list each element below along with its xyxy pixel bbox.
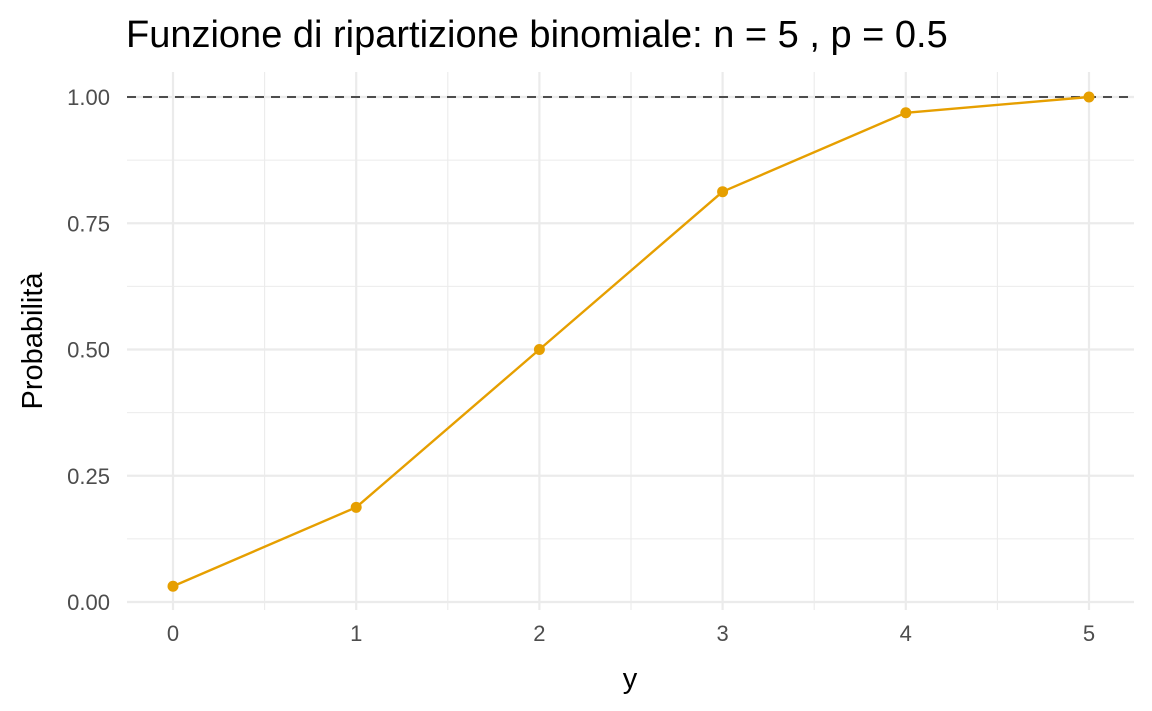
cdf-point — [533, 344, 545, 355]
y-axis-title: Probabilità — [17, 272, 49, 410]
x-tick-label: 1 — [350, 621, 362, 646]
x-axis-title: y — [623, 663, 638, 695]
x-tick-label: 4 — [900, 621, 912, 646]
y-tick-label: 0.25 — [67, 464, 110, 489]
cdf-point — [1083, 91, 1095, 103]
cdf-point — [900, 107, 912, 119]
y-tick-label: 0.75 — [67, 211, 110, 236]
cdf-series-line — [172, 95, 1090, 588]
minor-gridlines — [127, 72, 1134, 610]
y-tick-label: 0.50 — [67, 338, 110, 363]
x-tick-label: 5 — [1083, 621, 1095, 646]
x-tick-label: 2 — [533, 621, 545, 646]
y-tick-label: 0.00 — [67, 590, 110, 615]
cdf-point — [717, 186, 729, 198]
cdf-point — [350, 501, 362, 513]
chart-title: Funzione di ripartizione binomiale: n = … — [126, 14, 948, 56]
x-tick-label: 3 — [716, 621, 728, 646]
x-tick-label: 0 — [167, 621, 179, 646]
tick-labels: 0.00 0.25 0.50 0.75 1.00 0 1 2 3 4 5 — [67, 85, 1095, 646]
series-layer — [167, 91, 1095, 592]
cdf-point — [167, 580, 179, 592]
y-tick-label: 1.00 — [67, 85, 110, 110]
